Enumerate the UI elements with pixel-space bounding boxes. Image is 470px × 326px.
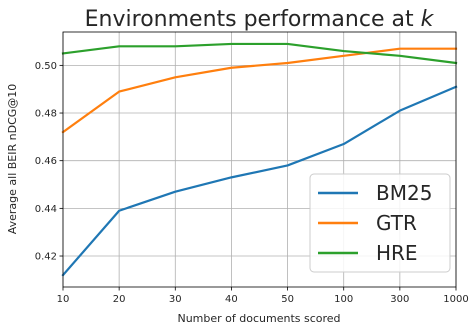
x-tick-label: 300: [390, 294, 409, 305]
y-tick-label: 0.50: [35, 61, 57, 72]
series-line-bm25: [61, 85, 458, 277]
x-axis-label: Number of documents scored: [177, 312, 340, 325]
x-tick-label: 20: [113, 294, 126, 305]
x-tick-label: 100: [334, 294, 353, 305]
legend-label: BM25: [376, 181, 432, 205]
chart-title: Environments performance at k: [85, 7, 435, 32]
y-tick-label: 0.44: [35, 204, 57, 215]
chart-title-variable: k: [421, 7, 435, 32]
legend-box: [309, 173, 451, 273]
y-tick-label: 0.48: [35, 109, 57, 120]
series-line-hre: [61, 42, 458, 65]
series-lines: [61, 42, 458, 277]
legend-label: HRE: [376, 241, 418, 265]
plot-frame: [62, 31, 457, 288]
y-tick-label: 0.46: [35, 156, 57, 167]
y-tick-label: 0.42: [35, 252, 57, 263]
x-tick-label: 1000: [443, 294, 468, 305]
x-tick-label: 50: [281, 294, 294, 305]
legend: BM25 GTR HRE: [309, 173, 451, 273]
series-line-gtr: [61, 47, 458, 134]
x-tick-label: 30: [169, 294, 182, 305]
x-tick-label: 10: [57, 294, 70, 305]
x-tick-label: 40: [225, 294, 238, 305]
legend-label: GTR: [376, 211, 417, 235]
y-axis-label: Average all BEIR nDCG@10: [6, 84, 19, 235]
chart-title-text: Environments performance at: [85, 7, 421, 32]
axis-ticks: 10 20 30 40 50 100 300 1000 0.42 0.44 0.46 0.48 0.50: [35, 61, 469, 305]
